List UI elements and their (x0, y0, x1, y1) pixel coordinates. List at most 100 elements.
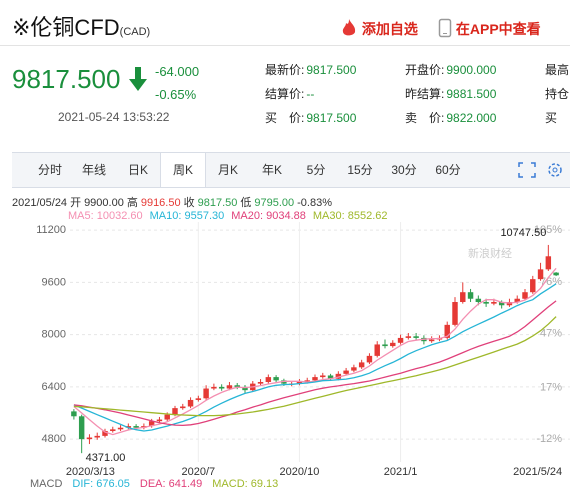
y-tick-label: 9600 (42, 276, 66, 288)
info-label: 结算价: (265, 87, 305, 101)
candle-body (312, 377, 318, 381)
info-cell: 最新价: 9817.500 (265, 61, 356, 78)
candle-body (156, 419, 163, 422)
candle-body (71, 411, 77, 417)
candle-body (444, 324, 450, 338)
tab[interactable]: 日K (127, 163, 148, 177)
info-cell: 买 价: 9817.500 (265, 109, 356, 126)
candle-body (273, 377, 279, 381)
y2-tick-label: 76% (540, 276, 562, 288)
candle-body (164, 414, 170, 420)
open-app[interactable]: 在APP中查看 (438, 18, 541, 39)
info-value: 9817.500 (306, 63, 357, 77)
info-label: 昨结算: (405, 87, 445, 101)
price: 9817.500 (12, 64, 121, 94)
candle-body (180, 406, 186, 409)
ohlc-line: 2021/05/24 开 9900.00 高 9916.50 收 9817.50 低 9795.… (12, 194, 335, 210)
tab[interactable]: 年K (261, 163, 282, 177)
settings-icon[interactable] (546, 161, 564, 179)
candle-body (218, 386, 225, 389)
info-label: 持仓 (545, 87, 570, 101)
watermark: 新浪财经 (468, 246, 512, 260)
candle-body (86, 437, 93, 440)
tab[interactable]: 30分 (391, 163, 417, 177)
candle-body (281, 380, 287, 384)
action: 添加自选 (361, 21, 418, 37)
ma-legend: MA5: 10032.60 MA10: 9557.30 MA20: 9034.88 M… (68, 210, 395, 222)
candle-body (327, 375, 334, 379)
macd-entry: MACD (30, 478, 63, 490)
candle-body (382, 344, 388, 347)
macd-entry: DEA: 641.49 (139, 478, 203, 490)
time: 2021-05-24 13:53:22 (58, 110, 170, 124)
info-label: 买 (545, 111, 558, 125)
x-tick-label: 2020/3/13 (66, 466, 115, 478)
info-value: 9817.500 (306, 111, 357, 125)
candle-body (366, 355, 373, 363)
fullscreen-icon[interactable] (518, 162, 536, 178)
candle-body (257, 382, 264, 384)
add-watch[interactable]: 添加自选 (340, 18, 418, 39)
ohlc-value: 9817.50 (197, 197, 238, 209)
tab[interactable]: 月K (217, 163, 238, 177)
info-cell: 最高 (545, 61, 569, 78)
change: -64.000 (155, 64, 200, 79)
y2-tick-label: -12% (536, 433, 562, 445)
candle-body (320, 375, 326, 378)
candle-body (514, 298, 520, 302)
ohlc-label: 开 (70, 197, 82, 209)
candle-body (226, 385, 233, 389)
info-cell: 结算价: -- (265, 85, 314, 102)
action: 在APP中查看 (455, 21, 541, 37)
ma-line (73, 316, 557, 417)
macd-entry: MACD: 69.13 (212, 478, 279, 490)
candle-body (390, 342, 396, 347)
candle-body (413, 336, 419, 338)
ohlc-label: 2021/05/24 (12, 197, 68, 209)
y-tick-label: 6400 (42, 381, 66, 393)
y-tick-label: 4800 (42, 433, 66, 445)
candle-body (545, 256, 552, 270)
high-annotation: 10747.50 (500, 227, 546, 239)
low-annotation: 4371.00 (86, 452, 126, 464)
candle-body (475, 298, 482, 302)
phone-icon (438, 18, 452, 38)
code: (CAD) (119, 26, 151, 38)
info-cell: 昨结算: 9881.500 (405, 85, 496, 102)
candle-body (148, 421, 155, 427)
candle-body (498, 302, 505, 306)
info-value: -- (306, 87, 315, 101)
y2-tick-label: 105% (534, 224, 562, 236)
candle-body (483, 302, 489, 304)
ohlc-label: -0.83% (297, 197, 332, 209)
ohlc-value: 9795.00 (254, 197, 295, 209)
candle-body (211, 386, 217, 389)
candle-body (405, 336, 412, 338)
x-tick-label: 2020/10 (280, 466, 320, 478)
legend-entry: MA20: 9034.88 (231, 210, 306, 222)
info-label: 开盘价: (405, 63, 445, 77)
candle-body (452, 302, 458, 325)
candle-body (102, 430, 108, 436)
tabs: 分时 年线 日K 周K 月K 年K 5分 15分 30分 60分 (28, 153, 470, 187)
info-value: 9900.000 (446, 63, 497, 77)
tab[interactable]: 年线 (81, 163, 106, 177)
change-pct: -0.65% (155, 87, 197, 102)
tab[interactable]: 周K (160, 153, 206, 187)
tab[interactable]: 15分 (347, 163, 373, 177)
candle-body (460, 292, 466, 302)
candle-body (242, 386, 248, 391)
candle-body (358, 362, 365, 368)
tab[interactable]: 5分 (306, 163, 326, 177)
info-label: 最新价: (265, 63, 305, 77)
tab[interactable]: 分时 (37, 163, 62, 177)
candle-body (428, 339, 435, 342)
info-value: 9822.000 (446, 111, 497, 125)
tab[interactable]: 60分 (435, 163, 461, 177)
flame-icon (342, 19, 356, 36)
info-cell: 买 (545, 109, 557, 126)
candle-body (296, 382, 303, 384)
ma-line (73, 300, 557, 427)
tab-bar: 分时 年线 日K 周K 月K 年K 5分 15分 30分 60分 (12, 152, 570, 188)
